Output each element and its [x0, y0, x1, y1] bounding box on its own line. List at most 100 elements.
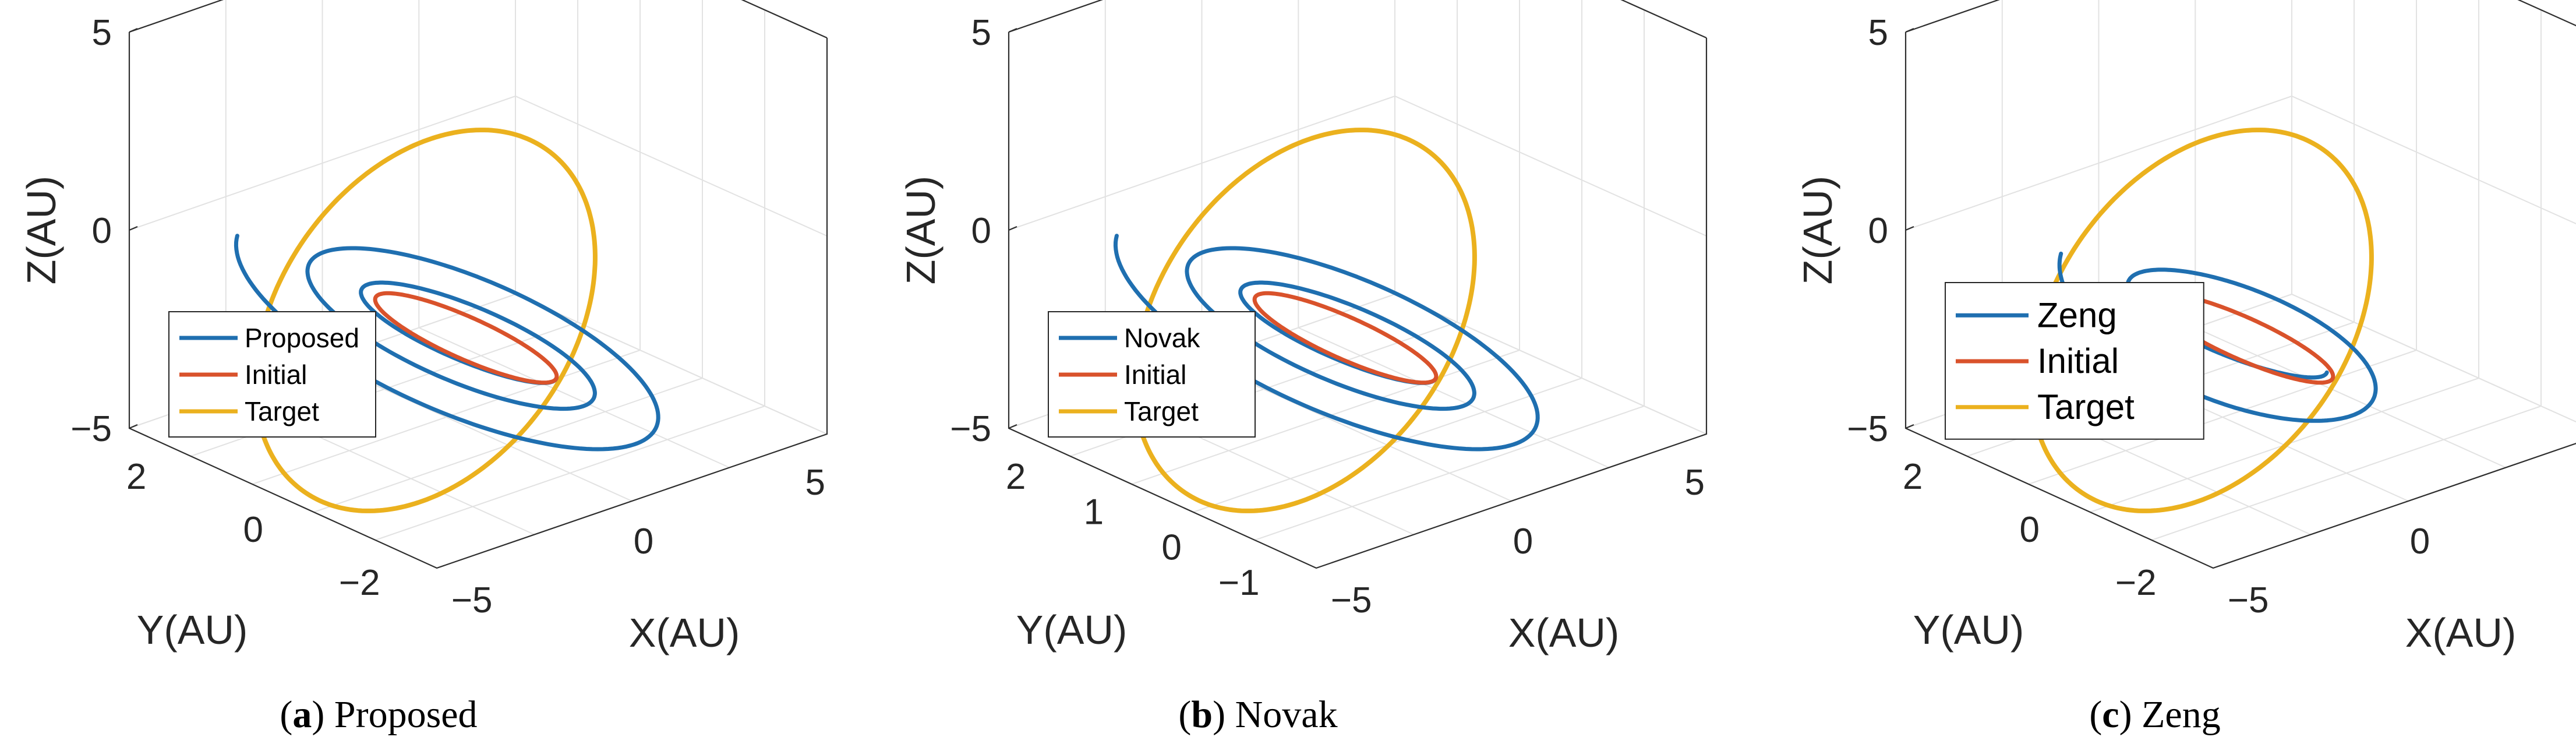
legend-label: Novak	[1124, 323, 1200, 353]
legend: Novak Initial Target	[1048, 311, 1256, 438]
trajectories	[234, 128, 660, 513]
legend: Proposed Initial Target	[168, 311, 376, 438]
y-tick-label: −1	[1218, 563, 1260, 603]
y-tick-label: 0	[243, 510, 263, 550]
x-tick-label: 0	[1513, 521, 1533, 562]
z-tick-mark	[1905, 225, 1914, 231]
x-tick-label: 5	[1685, 463, 1705, 503]
initial-trajectory-line	[373, 291, 559, 385]
y-axis-label: Y(AU)	[1913, 607, 2024, 653]
z-tick-mark	[1905, 424, 1914, 429]
target-trajectory-line	[2029, 128, 2374, 513]
y-tick-label: −2	[2115, 563, 2157, 603]
y-tick-label: 0	[2020, 510, 2040, 550]
caption-open: (	[280, 693, 292, 736]
caption-close: )	[312, 693, 334, 736]
grid-line	[129, 95, 828, 237]
x-tick-label: 0	[2410, 521, 2430, 562]
caption-letter: a	[292, 693, 312, 736]
y-tick-label: −2	[339, 563, 380, 603]
grid-line	[1131, 350, 1520, 485]
z-tick-label: 0	[1868, 211, 1888, 251]
grid-line	[1255, 406, 1645, 541]
caption-close: )	[2119, 693, 2142, 736]
grid-line	[1905, 95, 2576, 231]
panel-a: 5 0 −5 Z(AU) 2 0 −2 Y(AU) −5 0 5 X(AU) Proposed Initi…	[19, 0, 828, 736]
grid-lines	[1008, 0, 1707, 569]
z-tick-mark	[129, 225, 138, 231]
y-tick-label: 2	[1006, 457, 1026, 497]
x-tick-label: −5	[451, 580, 493, 620]
axis-box	[1904, 32, 2576, 569]
x-tick-label: −5	[1331, 580, 1372, 620]
trajectories	[1113, 128, 1540, 513]
x-axis-label: X(AU)	[2405, 610, 2517, 655]
legend-label: Target	[1124, 396, 1199, 426]
z-tick-label: −5	[70, 409, 112, 449]
legend-label: Initial	[245, 359, 307, 390]
z-tick-mark	[129, 27, 138, 33]
y-axis-label: Y(AU)	[137, 607, 248, 653]
z-tick-label: −5	[950, 409, 991, 449]
grid-line	[1394, 294, 1707, 435]
legend-label: Target	[2037, 387, 2135, 426]
axis-box	[128, 32, 828, 569]
panel-c: 50−5Z(AU)20−2Y(AU)−505X(AU)ZengInitialTa…	[1795, 0, 2576, 736]
axis-box-top	[129, 0, 828, 39]
caption-letter: c	[2102, 693, 2119, 736]
grid-line	[2213, 443, 2576, 569]
legend-label: Zeng	[2037, 295, 2117, 334]
x-axis-label: X(AU)	[629, 610, 740, 655]
caption-title: Zeng	[2142, 693, 2221, 736]
z-tick-mark	[1008, 225, 1017, 231]
grid-line	[2195, 327, 2506, 468]
axis-box	[1008, 32, 1708, 569]
y-tick-label: 2	[1903, 457, 1923, 497]
z-axis-label: Z(AU)	[19, 176, 64, 285]
z-tick-mark	[1008, 424, 1017, 429]
caption-close: )	[1213, 693, 1235, 736]
legend-label: Initial	[1124, 359, 1186, 390]
panel-caption: (c) Zeng	[2089, 693, 2220, 736]
initial-trajectory-line	[1252, 291, 1439, 385]
grid-lines	[129, 0, 828, 569]
z-tick-label: 5	[92, 13, 112, 53]
z-axis-label: Z(AU)	[1795, 176, 1840, 285]
z-tick-mark	[129, 424, 138, 429]
y-tick-label: 0	[1161, 527, 1181, 567]
z-tick-label: −5	[1847, 409, 1888, 449]
z-tick-label: 5	[971, 13, 991, 53]
transfer-trajectory-line	[1113, 234, 1540, 452]
caption-letter: b	[1191, 693, 1213, 736]
z-axis-label: Z(AU)	[898, 176, 944, 285]
x-axis-label: X(AU)	[1508, 610, 1620, 655]
grid-line	[2151, 406, 2542, 541]
axis-box-top	[1008, 0, 1707, 39]
grid-line	[2291, 294, 2576, 423]
target-trajectory-line	[1132, 128, 1477, 513]
legend: Zeng Initial Target	[1945, 282, 2204, 440]
legend-label: Proposed	[245, 323, 359, 353]
grid-line	[375, 406, 765, 541]
caption-open: (	[1178, 693, 1191, 736]
transfer-trajectory-line	[234, 234, 660, 452]
grid-line	[418, 327, 730, 468]
caption-text: (b) Novak	[1178, 693, 1337, 736]
y-tick-label: 1	[1084, 492, 1104, 533]
caption-text: (a) Proposed	[280, 693, 477, 736]
grid-line	[1298, 327, 1609, 468]
grid-line	[1008, 95, 1707, 237]
z-tick-mark	[1008, 27, 1017, 33]
caption-title: Proposed	[334, 693, 478, 736]
z-tick-mark	[1905, 27, 1914, 33]
grid-line	[252, 350, 641, 485]
grid-line	[2028, 350, 2417, 485]
z-tick-label: 0	[92, 211, 112, 251]
legend-label: Target	[245, 396, 319, 426]
grid-line	[515, 294, 828, 435]
axis-box-top	[1905, 0, 2576, 33]
x-tick-label: 5	[805, 463, 825, 503]
panel-caption: (b) Novak	[1178, 693, 1337, 736]
